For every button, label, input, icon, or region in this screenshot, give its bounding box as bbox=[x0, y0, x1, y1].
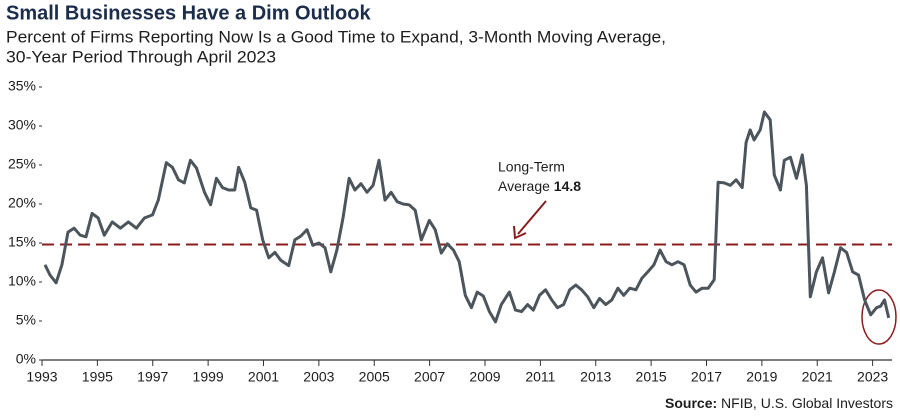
data-line bbox=[43, 110, 891, 324]
x-tick-label: 2007 bbox=[414, 369, 445, 385]
x-tick-label: 2011 bbox=[525, 369, 555, 385]
annotation-text: Average 14.8 bbox=[498, 178, 581, 194]
y-tick-label: 5% bbox=[16, 312, 36, 328]
source: Source: NFIB, U.S. Global Investors bbox=[665, 395, 893, 411]
source-label: Source: bbox=[665, 395, 717, 411]
y-tick-label: 30% bbox=[8, 117, 36, 133]
x-tick-label: 2013 bbox=[580, 369, 611, 385]
x-tick-label: 2009 bbox=[469, 369, 500, 385]
x-tick-label: 1999 bbox=[193, 369, 224, 385]
x-tick-label: 2005 bbox=[359, 369, 390, 385]
x-tick-label: 2015 bbox=[636, 369, 667, 385]
y-tick-label: 25% bbox=[8, 156, 36, 172]
y-tick-label: 20% bbox=[8, 195, 36, 211]
y-tick-label: 0% bbox=[16, 351, 36, 367]
x-tick-label: 2019 bbox=[746, 369, 777, 385]
highlight-circle bbox=[861, 289, 897, 345]
x-tick-label: 1993 bbox=[26, 369, 57, 385]
x-tick-label: 2003 bbox=[303, 369, 334, 385]
annotation-value: 14.8 bbox=[554, 178, 581, 194]
annotation-text: Average bbox=[498, 178, 550, 194]
annotation-arrow bbox=[517, 200, 547, 235]
annotation-text: Long-Term bbox=[498, 159, 565, 175]
y-tick-label: 15% bbox=[8, 234, 36, 250]
x-tick-label: 2001 bbox=[248, 369, 279, 385]
chart-title: Small Businesses Have a Dim Outlook bbox=[6, 2, 371, 24]
annotation-arrowhead bbox=[513, 225, 527, 240]
source-text: NFIB, U.S. Global Investors bbox=[721, 395, 893, 411]
x-tick-label: 1995 bbox=[82, 369, 113, 385]
y-tick-label: 35% bbox=[8, 78, 36, 94]
chart-subtitle: Percent of Firms Reporting Now Is a Good… bbox=[6, 28, 666, 46]
y-tick-label: 10% bbox=[8, 273, 36, 289]
x-tick-label: 2023 bbox=[857, 369, 888, 385]
x-tick-label: 2021 bbox=[802, 369, 833, 385]
x-tick-label: 2017 bbox=[691, 369, 722, 385]
chart-subtitle: 30-Year Period Through April 2023 bbox=[6, 48, 276, 66]
x-tick-label: 1997 bbox=[137, 369, 168, 385]
